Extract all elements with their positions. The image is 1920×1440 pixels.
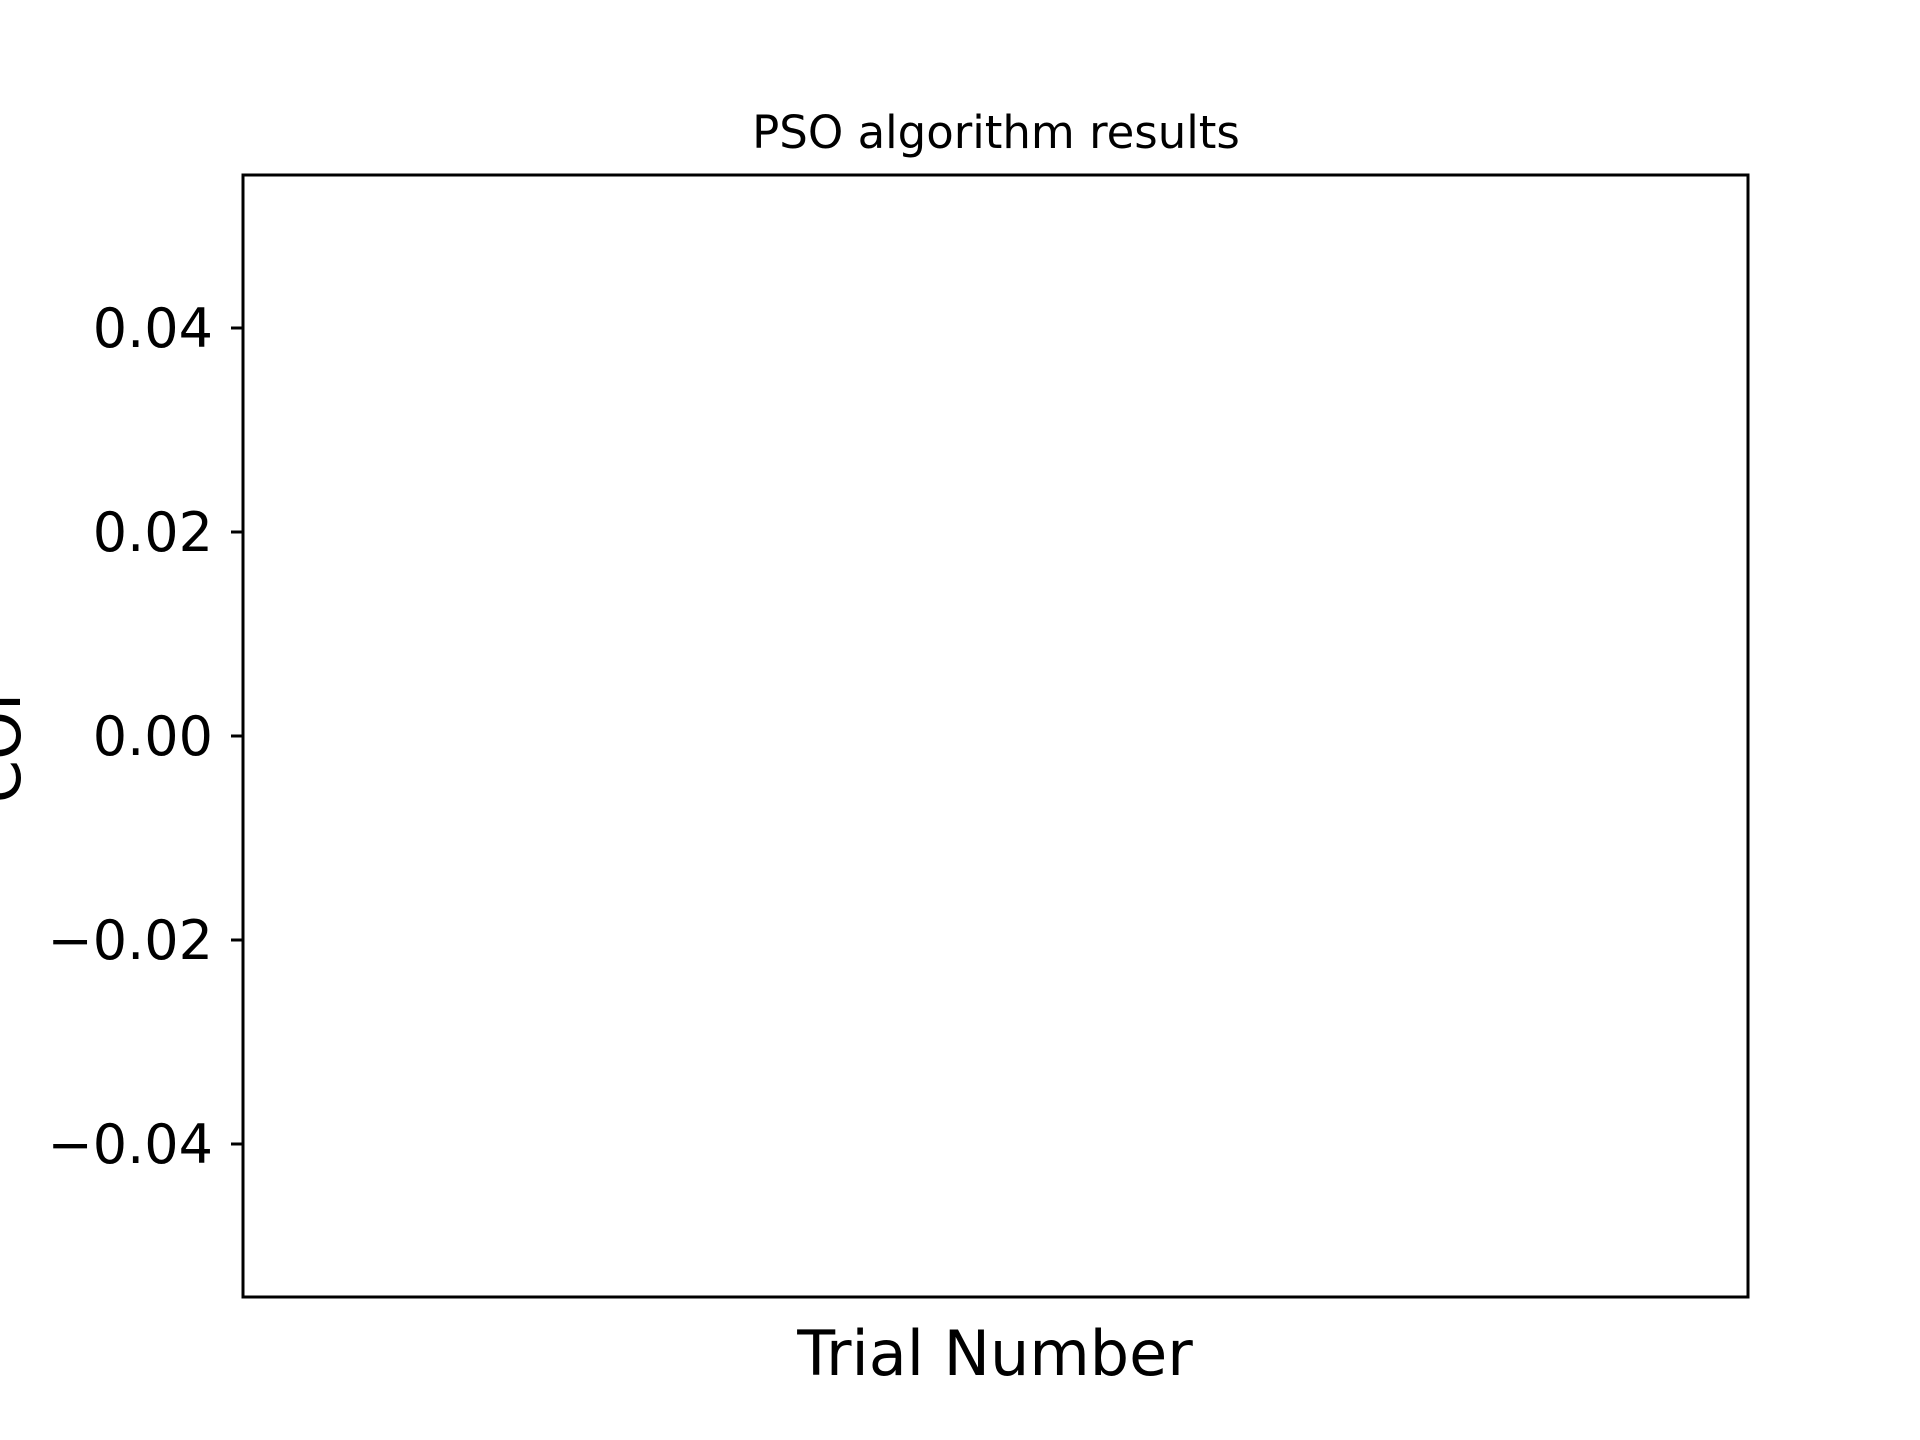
y-tick-label: 0.02: [93, 501, 213, 564]
y-tick-label: −0.04: [48, 1113, 213, 1176]
y-tick-label: 0.00: [93, 705, 213, 768]
x-axis-label: Trial Number: [796, 1317, 1193, 1390]
y-tick-label: 0.04: [93, 297, 213, 360]
y-tick-label: −0.02: [48, 909, 213, 972]
plot-area-frame: [241, 173, 1750, 1299]
y-axis-ticks: 0.04 0.02 0.00 −0.02 −0.04: [48, 297, 243, 1176]
y-axis-label: COI: [0, 693, 35, 803]
chart-title: PSO algorithm results: [752, 106, 1240, 159]
